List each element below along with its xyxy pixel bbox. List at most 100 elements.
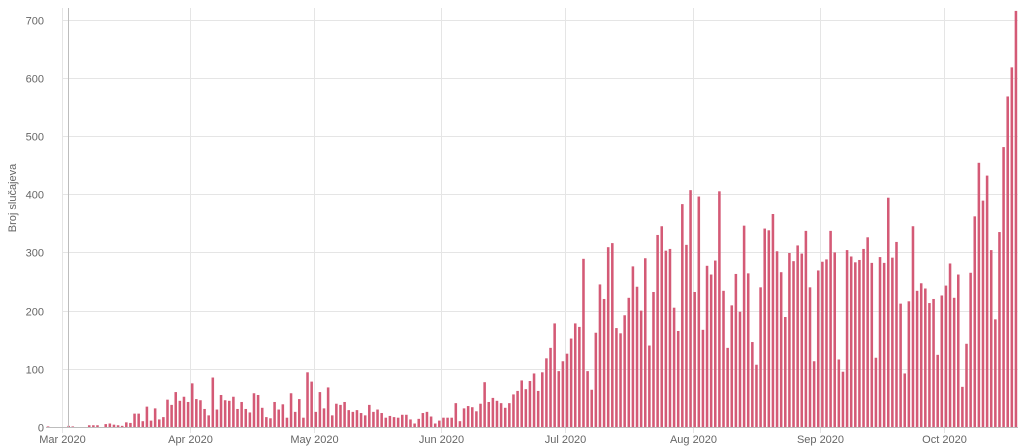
y-tick-label: 0 xyxy=(38,423,44,435)
bar xyxy=(417,418,421,427)
bar xyxy=(545,358,548,427)
bar xyxy=(882,262,886,427)
bar xyxy=(693,291,696,427)
bar xyxy=(409,419,412,427)
bar xyxy=(483,382,486,427)
bar xyxy=(606,247,610,427)
bar xyxy=(672,307,676,427)
bar xyxy=(112,424,116,427)
bar xyxy=(380,413,383,427)
bar xyxy=(660,226,664,427)
bar xyxy=(994,319,997,427)
bar xyxy=(911,226,915,427)
bar xyxy=(804,230,808,427)
bar xyxy=(841,371,845,427)
y-tick-label: 400 xyxy=(26,190,44,202)
bar xyxy=(120,425,124,427)
bar xyxy=(714,260,717,427)
bar xyxy=(858,259,861,427)
bar-series xyxy=(46,10,1018,428)
bar xyxy=(190,383,194,427)
bar xyxy=(821,261,824,427)
bar xyxy=(586,371,589,427)
bar xyxy=(536,390,540,427)
bar xyxy=(705,265,709,427)
bar xyxy=(116,425,120,427)
bar xyxy=(524,389,528,427)
bar xyxy=(446,417,449,427)
bar xyxy=(228,400,231,427)
bar xyxy=(759,287,762,427)
bar xyxy=(961,386,964,427)
bar xyxy=(71,426,75,427)
bar xyxy=(174,392,178,427)
bar xyxy=(466,406,470,427)
x-tick-label: May 2020 xyxy=(290,434,338,446)
bar xyxy=(219,394,223,427)
bar xyxy=(372,411,375,427)
bar xyxy=(248,412,252,427)
bar xyxy=(302,417,305,427)
bar xyxy=(454,403,458,427)
bar xyxy=(816,270,820,427)
bar xyxy=(569,338,573,427)
bar xyxy=(298,399,301,427)
bar xyxy=(1010,67,1014,428)
bar xyxy=(252,393,256,427)
bar xyxy=(215,409,219,427)
bar xyxy=(915,290,919,427)
bar xyxy=(734,273,738,427)
bar xyxy=(244,408,248,427)
bar xyxy=(578,326,581,427)
bar xyxy=(438,420,441,427)
bar xyxy=(166,399,169,427)
bar xyxy=(153,408,157,427)
bar xyxy=(162,417,165,427)
bar xyxy=(392,417,396,427)
bar xyxy=(450,417,453,427)
bar xyxy=(643,258,647,427)
bar xyxy=(891,257,894,427)
bar xyxy=(676,330,680,427)
bar xyxy=(845,250,849,427)
bar xyxy=(981,200,985,427)
y-tick-label: 500 xyxy=(26,132,44,144)
bar xyxy=(878,257,882,427)
bar xyxy=(751,342,754,427)
bar xyxy=(948,263,952,427)
bar xyxy=(475,411,478,427)
bar xyxy=(318,392,322,427)
bar xyxy=(322,408,326,427)
bar xyxy=(503,407,507,427)
bar xyxy=(709,274,713,427)
y-tick-label: 100 xyxy=(26,365,44,377)
bar xyxy=(656,234,659,427)
bar xyxy=(516,390,519,427)
bar xyxy=(376,409,379,427)
bar xyxy=(631,266,635,427)
bar xyxy=(854,262,857,427)
bar xyxy=(989,250,993,427)
bar xyxy=(1014,10,1018,427)
bar xyxy=(771,214,775,427)
x-tick-label: Aug 2020 xyxy=(670,434,717,446)
bar xyxy=(957,274,960,427)
bar xyxy=(289,393,293,427)
bar xyxy=(602,298,606,427)
bar xyxy=(895,241,898,427)
bar xyxy=(668,248,672,427)
bar xyxy=(701,329,705,427)
bar xyxy=(726,347,729,427)
bar xyxy=(590,389,593,427)
bar xyxy=(400,414,404,427)
bar xyxy=(800,253,804,427)
bar xyxy=(413,423,416,427)
bar xyxy=(919,283,923,427)
bar xyxy=(359,413,363,427)
bar xyxy=(541,372,544,427)
bar xyxy=(746,273,750,427)
bar xyxy=(903,373,907,427)
bar xyxy=(433,423,437,427)
bar xyxy=(240,401,243,427)
